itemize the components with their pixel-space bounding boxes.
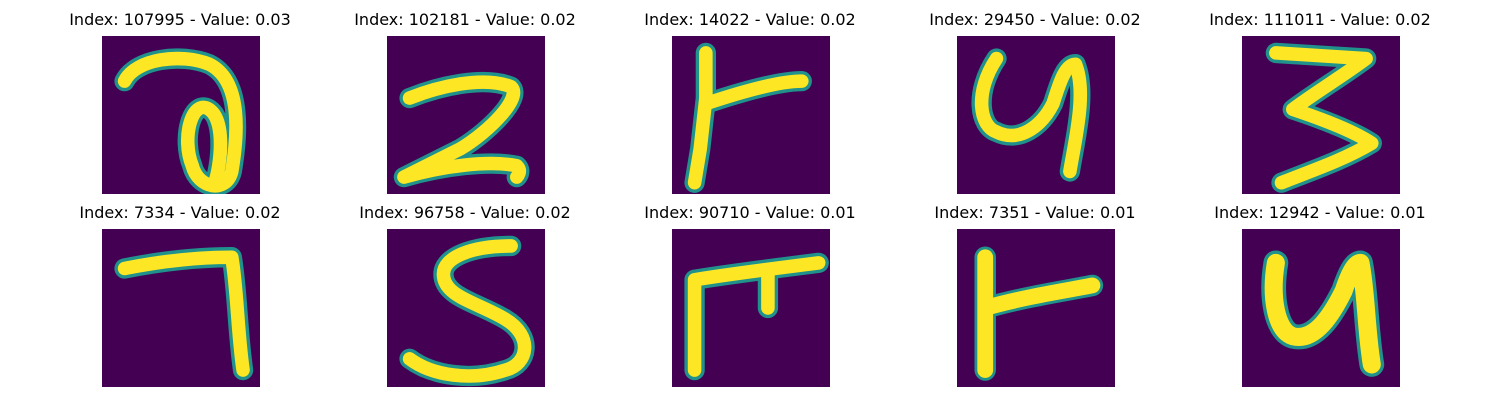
digit-image bbox=[1242, 36, 1400, 194]
digit-image bbox=[672, 36, 830, 194]
panel-title: Index: 107995 - Value: 0.03 bbox=[69, 10, 291, 29]
panel-title: Index: 14022 - Value: 0.02 bbox=[644, 10, 856, 29]
digit-image bbox=[1242, 229, 1400, 387]
panel-3: Index: 14022 - Value: 0.02 bbox=[610, 8, 890, 198]
digit-image bbox=[102, 229, 260, 387]
panel-title: Index: 7351 - Value: 0.01 bbox=[934, 203, 1136, 222]
panel-title: Index: 12942 - Value: 0.01 bbox=[1214, 203, 1426, 222]
digit-image bbox=[672, 229, 830, 387]
panel-4: Index: 29450 - Value: 0.02 bbox=[895, 8, 1175, 198]
digit-image bbox=[387, 229, 545, 387]
panel-title: Index: 111011 - Value: 0.02 bbox=[1209, 10, 1431, 29]
panel-5: Index: 111011 - Value: 0.02 bbox=[1180, 8, 1460, 198]
panel-title: Index: 7334 - Value: 0.02 bbox=[79, 203, 281, 222]
panel-title: Index: 29450 - Value: 0.02 bbox=[929, 10, 1141, 29]
panel-6: Index: 7334 - Value: 0.02 bbox=[40, 201, 320, 391]
panel-7: Index: 96758 - Value: 0.02 bbox=[325, 201, 605, 391]
panel-10: Index: 12942 - Value: 0.01 bbox=[1180, 201, 1460, 391]
panel-title: Index: 96758 - Value: 0.02 bbox=[359, 203, 571, 222]
panel-9: Index: 7351 - Value: 0.01 bbox=[895, 201, 1175, 391]
panel-2: Index: 102181 - Value: 0.02 bbox=[325, 8, 605, 198]
digit-image bbox=[957, 229, 1115, 387]
digit-image bbox=[102, 36, 260, 194]
panel-title: Index: 90710 - Value: 0.01 bbox=[644, 203, 856, 222]
panel-8: Index: 90710 - Value: 0.01 bbox=[610, 201, 890, 391]
digit-image bbox=[957, 36, 1115, 194]
digit-image bbox=[387, 36, 545, 194]
panel-1: Index: 107995 - Value: 0.03 bbox=[40, 8, 320, 198]
panel-title: Index: 102181 - Value: 0.02 bbox=[354, 10, 576, 29]
